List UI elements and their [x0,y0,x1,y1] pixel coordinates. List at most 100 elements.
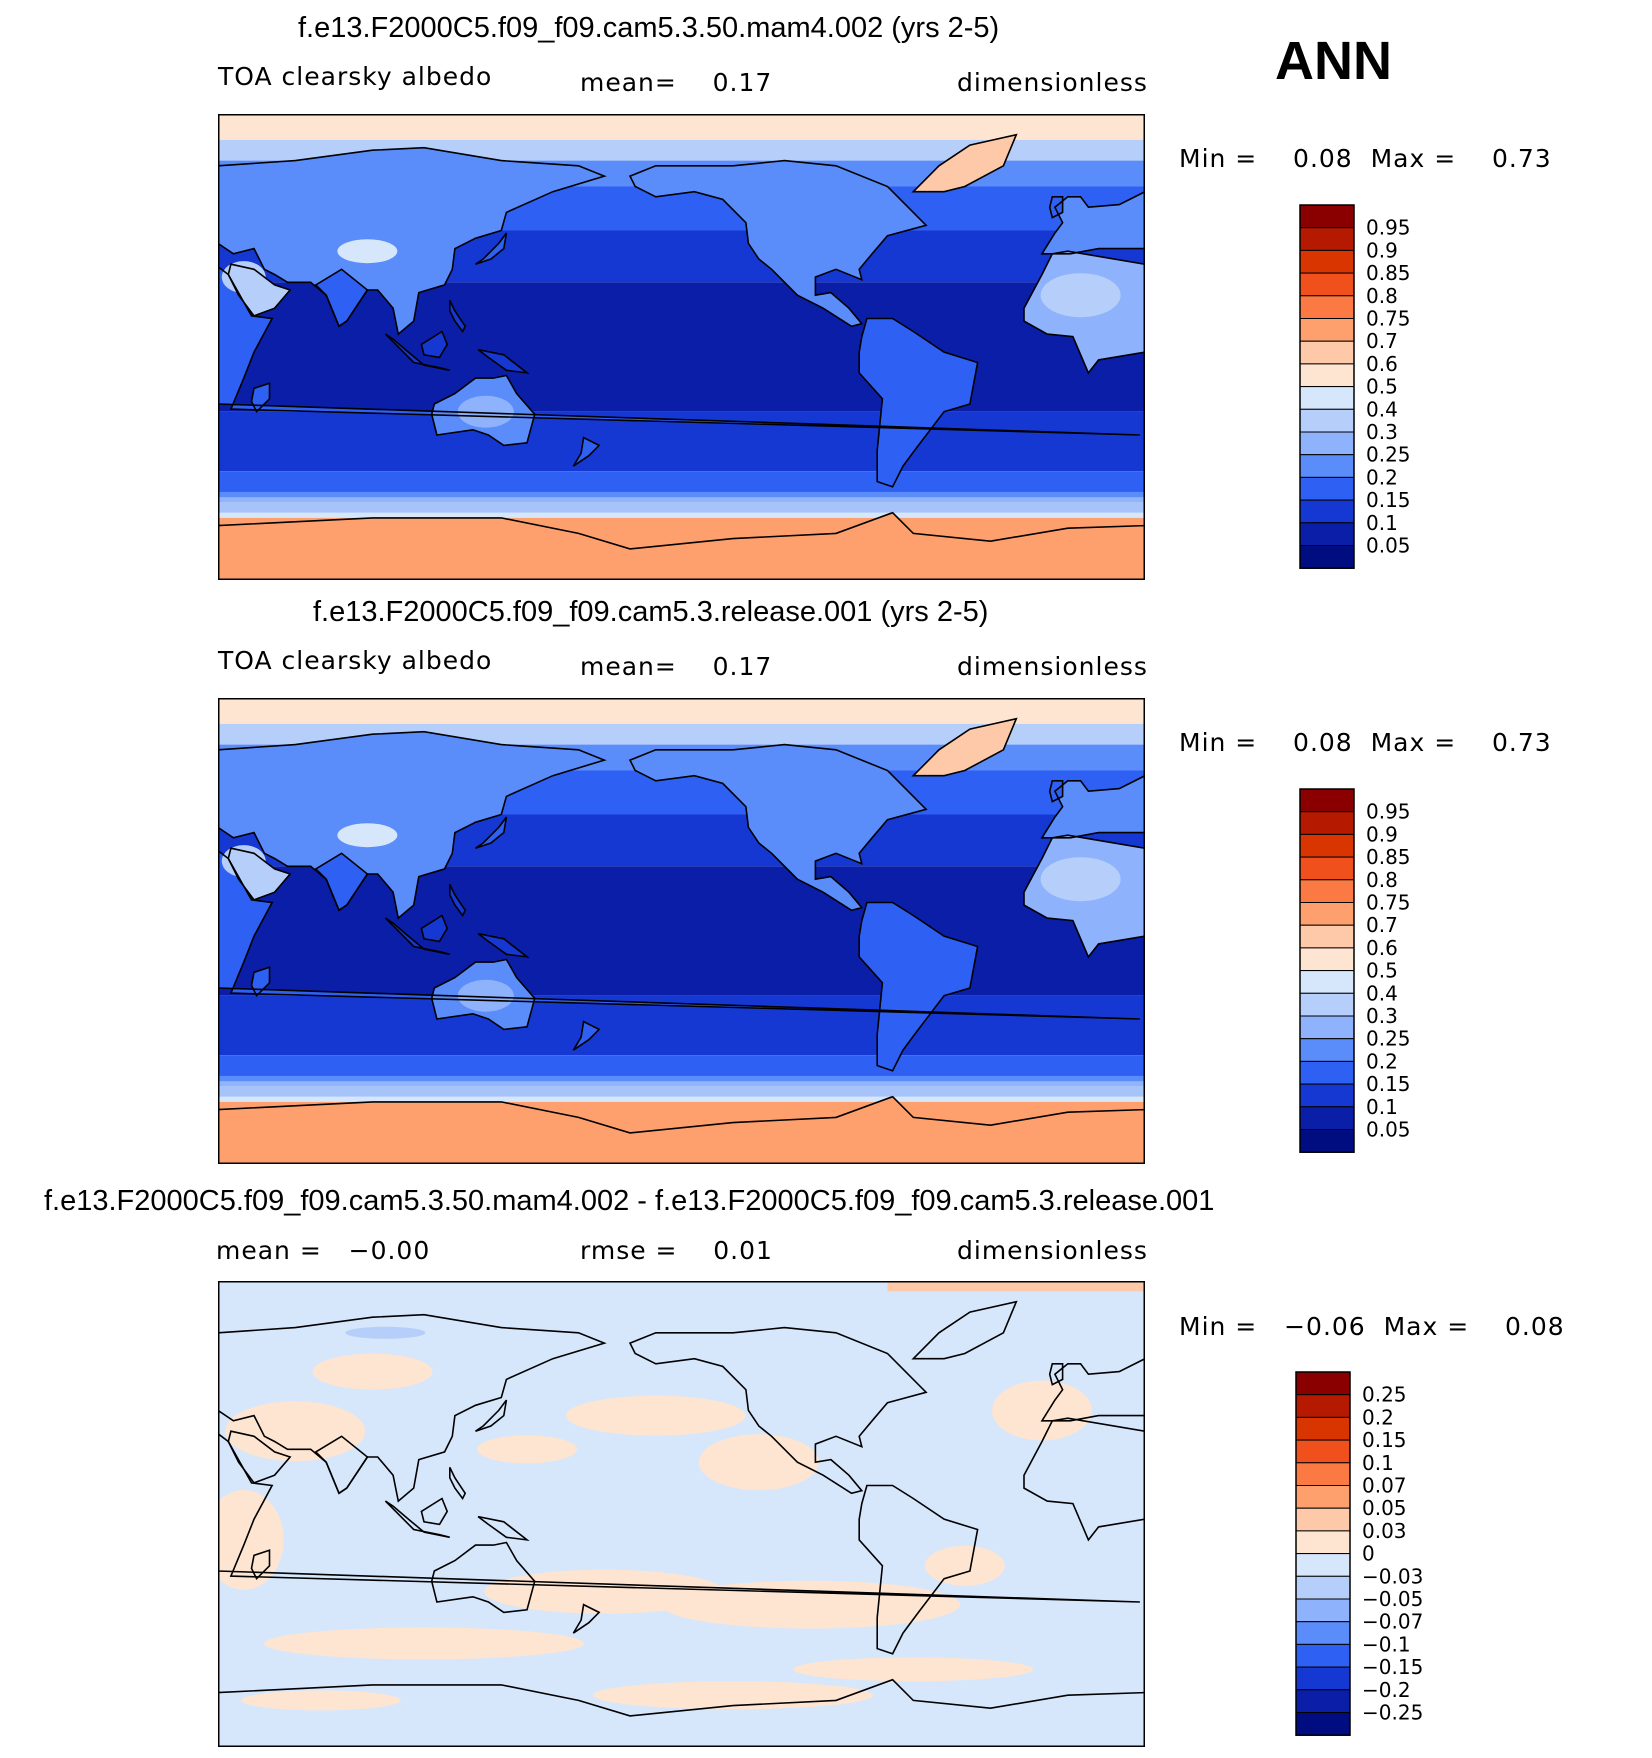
colorbar-tick-label: 0.1 [1366,511,1398,535]
colorbar-tick-label: 0.1 [1362,1451,1394,1475]
colorbar-tick-label: 0.4 [1366,397,1398,421]
colorbar-box [1299,924,1355,949]
panel-2-minmax: Min = 0.08 Max = 0.73 [1179,728,1552,757]
map-frame [218,1281,1145,1747]
colorbar-tick-label: 0.8 [1366,868,1398,892]
coastline [384,333,450,372]
map-band [218,1075,1145,1087]
coastline [420,914,449,943]
colorbar-box [1299,476,1355,501]
land-fill [573,437,600,467]
coastline [1048,1363,1064,1386]
panel-3-minmax: Min = −0.06 Max = 0.08 [1179,1312,1565,1341]
coastline [430,958,536,1031]
colorbar-tick-label: 0.9 [1366,822,1398,846]
colorbar-tick-label: 0.07 [1362,1474,1407,1498]
map-background [218,1281,1145,1747]
panel-3-colorbar: 0.250.20.150.10.070.050.030−0.03−0.05−0.… [1295,1371,1423,1736]
panel-1-title: f.e13.F2000C5.f09_f09.cam5.3.50.mam4.002… [298,12,1000,44]
coastline [1023,1417,1145,1542]
coastline [628,1326,928,1495]
colorbar-box [1295,1439,1351,1464]
coastline [384,917,450,956]
colorbar-tick-label: −0.03 [1362,1564,1423,1588]
coastline [911,133,1018,193]
map-frame [218,114,1145,580]
colorbar-tick-label: 0.7 [1366,913,1398,937]
coastline [572,1020,601,1051]
colorbar-box [1299,227,1355,251]
coastline [475,1399,508,1432]
colorbar-box [1299,811,1355,835]
colorbar-box [1299,902,1355,926]
coastline [475,816,508,849]
colorbar-tick-label: 0.03 [1362,1519,1407,1543]
desert-patch [1040,857,1121,902]
season-label: ANN [1275,31,1392,91]
colorbar-box [1299,522,1355,546]
colorbar-box [1299,970,1355,994]
land-fill [421,331,448,358]
land-fill [1042,191,1145,254]
coastline [449,300,467,334]
panel-2-mean-label: mean= 0.17 [580,652,773,681]
colorbar-tick-label: 0.25 [1366,443,1411,467]
coastline [449,1467,467,1501]
sea-ice [218,497,1145,513]
coastline [314,268,369,328]
colorbar-tick-label: 0.25 [1362,1383,1407,1407]
colorbar-tick-label: −0.07 [1362,1610,1423,1634]
colorbar-box [1295,1666,1351,1691]
diff-patch [218,1489,284,1590]
map-frame [218,698,1145,1164]
panel-1-mean-label: mean= 0.17 [580,68,773,97]
panel-3-title: f.e13.F2000C5.f09_f09.cam5.3.50.mam4.002… [44,1185,1215,1217]
desert-patch [1040,273,1121,318]
colorbar-tick-label: 0.2 [1366,465,1398,489]
coastline [250,382,271,414]
colorbar-box [1299,1083,1355,1108]
colorbar-box [1295,1712,1351,1736]
colorbar-box [1299,295,1355,320]
colorbar-tick-label: −0.1 [1362,1632,1411,1656]
land-fill [218,512,1145,580]
land-fill [859,902,978,1071]
land-fill [218,1096,1145,1164]
land-fill [478,349,527,373]
colorbar-box [1295,1507,1351,1532]
colorbar-tick-label: 0.2 [1362,1405,1394,1429]
colorbar-tick-label: 0.5 [1366,375,1398,399]
colorbar-tick-label: 0.5 [1366,959,1398,983]
arctic-ice [218,698,1145,719]
colorbar-tick-label: 0.15 [1366,488,1411,512]
coastline [218,1095,1145,1134]
panel-3-map [218,1281,1145,1747]
colorbar-box [1299,499,1355,524]
diff-patch [924,1545,1005,1586]
land-fill [573,1021,600,1051]
diff-patch [793,1657,1034,1682]
coastline [314,1435,369,1495]
panel-1-minmax: Min = 0.08 Max = 0.73 [1179,144,1552,173]
panel-1-variable-label: TOA clearsky albedo [218,62,493,91]
coastline [430,1541,536,1614]
diff-patch [264,1627,584,1660]
map-band [218,1096,1145,1102]
colorbar-box [1299,947,1355,972]
land-fill [859,318,978,487]
colorbar-tick-label: 0.75 [1366,307,1411,331]
colorbar-box [1299,204,1355,229]
colorbar-box [1299,1038,1355,1062]
map-band [218,471,1145,492]
land-fill [630,160,927,327]
sea-ice [218,1081,1145,1097]
colorbar-box [1295,1598,1351,1623]
coastline [858,1484,979,1655]
land-fill [478,933,527,957]
coastline [449,884,467,918]
coastline [1023,834,1145,959]
panel-3-units-label: dimensionless [957,1236,1148,1265]
coastline [1048,780,1064,803]
colorbar-box [1299,431,1355,456]
colorbar-box [1299,408,1355,433]
